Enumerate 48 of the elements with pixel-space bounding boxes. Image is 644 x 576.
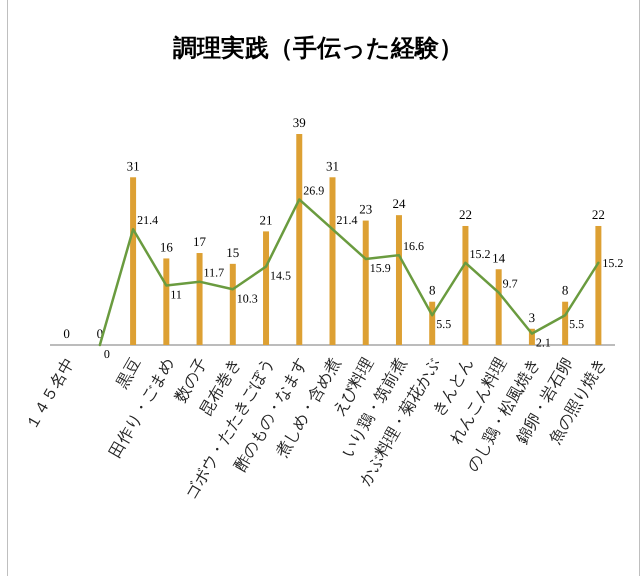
data-label: 15 xyxy=(226,244,240,260)
data-label: 3 xyxy=(528,310,536,325)
data-label: 21.4 xyxy=(336,213,358,228)
x-tick-label: 黒豆 xyxy=(112,354,144,392)
data-label: 10.3 xyxy=(236,291,258,306)
data-label: 0 xyxy=(104,347,110,361)
bar xyxy=(496,269,502,345)
data-label: 26.9 xyxy=(303,183,324,198)
data-label: 21 xyxy=(260,212,273,228)
bar xyxy=(362,220,369,345)
bar xyxy=(562,302,568,345)
data-label: 5.5 xyxy=(569,317,584,332)
bar xyxy=(163,258,170,345)
data-label: 2.1 xyxy=(536,336,551,350)
data-label: 14 xyxy=(492,250,506,266)
data-label: 39 xyxy=(292,115,306,130)
data-label: 5.5 xyxy=(436,317,452,332)
data-label: 8 xyxy=(562,282,568,298)
bar xyxy=(396,215,402,345)
title: 調理実践（手伝った経験） xyxy=(173,36,463,62)
data-label: 15.9 xyxy=(370,260,391,275)
data-label: 31 xyxy=(326,158,339,174)
data-label: 24 xyxy=(392,196,406,212)
data-label: 11.7 xyxy=(204,266,224,280)
data-label: 8 xyxy=(428,282,436,298)
data-label: 16.6 xyxy=(402,239,424,254)
bar xyxy=(230,264,236,345)
bar xyxy=(130,177,136,345)
bar xyxy=(296,134,302,345)
x-tick-label: １４５名中 xyxy=(21,354,78,434)
bar xyxy=(595,226,602,345)
data-label: 31 xyxy=(126,158,140,174)
data-label: 22 xyxy=(592,206,605,222)
data-label: 21.4 xyxy=(137,213,158,228)
data-label: 14.5 xyxy=(270,268,292,283)
bar xyxy=(263,231,270,345)
bar xyxy=(330,177,336,345)
data-label: 15.2 xyxy=(469,246,490,261)
data-label: 23 xyxy=(359,202,372,217)
data-label: 9.7 xyxy=(502,276,518,291)
data-label: 22 xyxy=(458,206,472,222)
data-label: 16 xyxy=(160,239,174,254)
data-label: 11 xyxy=(170,287,182,302)
bar xyxy=(196,253,203,345)
data-label: 17 xyxy=(193,234,207,250)
data-label: 0 xyxy=(63,326,70,341)
data-label: 15.2 xyxy=(602,256,624,270)
bar xyxy=(462,226,468,345)
